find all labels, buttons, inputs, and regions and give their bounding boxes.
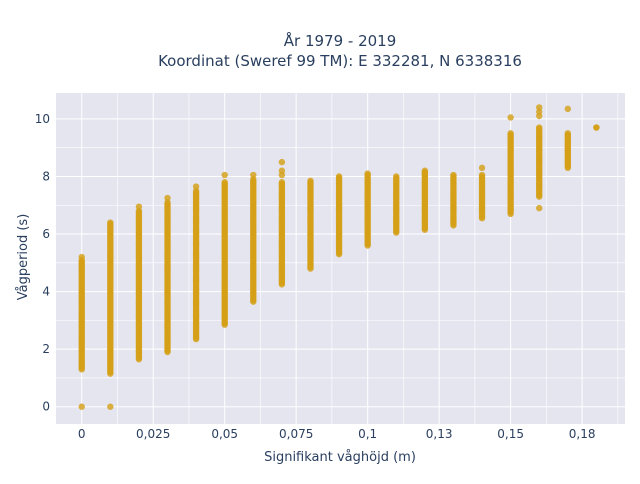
data-point [507, 114, 514, 121]
x-tick-label: 0,18 [569, 427, 596, 441]
data-point [335, 173, 343, 180]
x-tick-label: 0,1 [358, 427, 377, 441]
data-point [536, 124, 543, 131]
data-point [78, 403, 85, 410]
data-point [278, 179, 286, 186]
data-point [221, 179, 228, 186]
data-point [478, 171, 486, 179]
data-points [78, 104, 600, 410]
x-tick-label: 0,05 [211, 427, 238, 441]
x-axis-label: Signifikant våghöjd (m) [264, 450, 416, 465]
data-point [393, 173, 400, 180]
data-point [221, 171, 228, 179]
y-tick-label: 6 [42, 227, 50, 241]
y-axis-label: Vågperiod (s) [16, 214, 31, 301]
data-point [364, 170, 371, 177]
data-point [107, 219, 114, 226]
y-tick-label: 2 [42, 342, 50, 356]
data-point [278, 158, 286, 166]
data-point [593, 124, 600, 131]
data-point [192, 183, 200, 190]
y-tick-label: 0 [42, 400, 50, 414]
grid-lines [56, 93, 625, 424]
x-tick-label: 0,075 [279, 427, 313, 441]
y-tick-label: 8 [42, 169, 50, 183]
y-tick-labels: 0 2 4 6 8 10 [35, 112, 50, 414]
x-tick-label: 0,025 [136, 427, 170, 441]
data-point [278, 167, 286, 174]
chart-title-line1: År 1979 - 2019 [284, 31, 397, 50]
data-point [135, 203, 143, 210]
data-point [307, 177, 314, 184]
data-point [536, 104, 543, 111]
data-point [564, 105, 572, 113]
data-point [536, 204, 543, 212]
data-point [250, 171, 257, 179]
x-tick-label: 0,13 [426, 427, 453, 441]
chart-title-line2: Koordinat (Sweref 99 TM): E 332281, N 63… [158, 52, 522, 70]
y-tick-label: 4 [42, 285, 50, 299]
data-point [507, 130, 514, 137]
y-tick-label: 10 [35, 112, 50, 126]
x-tick-label: 0 [78, 427, 86, 441]
data-point [421, 167, 429, 174]
data-point [478, 164, 486, 172]
x-tick-labels: 0 0,025 0,05 0,075 0,1 0,13 0,15 0,18 [78, 427, 596, 441]
data-point [107, 403, 114, 410]
plot-background [56, 93, 625, 424]
x-tick-label: 0,15 [497, 427, 524, 441]
data-point [78, 253, 85, 261]
data-point [450, 171, 457, 179]
data-point [164, 194, 171, 202]
data-point [564, 130, 572, 137]
